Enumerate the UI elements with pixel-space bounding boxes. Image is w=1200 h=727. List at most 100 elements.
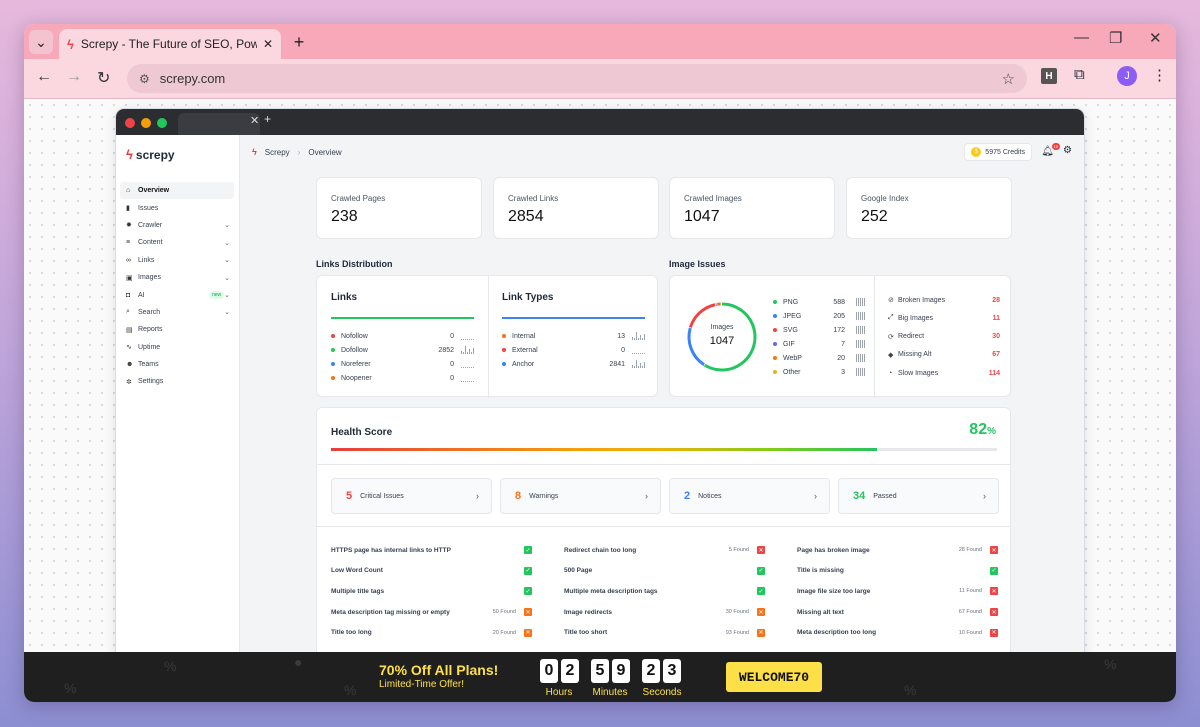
forward-icon[interactable]: → xyxy=(66,68,82,85)
legend-dot xyxy=(773,370,777,374)
teams-icon: ☻ xyxy=(126,361,134,369)
bell-icon[interactable]: 🔔︎ xyxy=(1041,146,1054,157)
check-row[interactable]: Title too long 20 Found ✕ xyxy=(331,628,532,638)
sidebar-item-label: Issues xyxy=(138,204,159,212)
site-info-icon[interactable]: ⚙ xyxy=(139,71,150,86)
chevron-down-icon[interactable]: ⌄ xyxy=(224,309,230,317)
credits-badge[interactable]: $5975 Credits xyxy=(964,143,1032,161)
back-icon[interactable]: ← xyxy=(36,68,52,85)
chevron-down-icon[interactable]: ⌄ xyxy=(224,292,230,300)
check-found: 5 Found xyxy=(728,547,749,553)
reload-icon[interactable]: ↻ xyxy=(97,70,111,87)
sidebar-item-teams[interactable]: ☻ Teams xyxy=(120,356,234,373)
chevron-right-icon: › xyxy=(476,491,479,501)
breadcrumb-root[interactable]: Screpy xyxy=(264,147,290,157)
chevron-down-icon[interactable]: ⌄ xyxy=(224,274,230,282)
menu-kebab-icon[interactable]: ⋮ xyxy=(1152,67,1167,84)
chevron-right-icon: › xyxy=(983,491,986,501)
promo-code-button[interactable]: WELCOME70 xyxy=(726,662,822,692)
sidebar-item-search[interactable]: ⌕ Search ⌄ xyxy=(120,304,234,321)
minimize-dot xyxy=(141,118,151,128)
profile-avatar[interactable]: J xyxy=(1117,66,1137,86)
breadcrumb: ϟ Screpy › Overview xyxy=(252,147,342,157)
browser-tab[interactable]: ϟ Screpy - The Future of SEO, Pow ✕ xyxy=(59,29,281,59)
check-row[interactable]: Title too short 93 Found ✕ xyxy=(564,628,765,638)
tab-search-button[interactable]: ⌄ xyxy=(29,30,53,54)
sidebar-item-images[interactable]: ▣ Images ⌄ xyxy=(120,269,234,286)
check-row[interactable]: Multiple meta description tags ✓ xyxy=(564,586,765,596)
close-tab-icon[interactable]: ✕ xyxy=(262,37,273,51)
chevron-right-icon: › xyxy=(814,491,817,501)
screpy-favicon-icon: ϟ xyxy=(67,36,74,52)
sidebar-item-label: Content xyxy=(138,239,163,247)
new-tab-button[interactable]: + xyxy=(293,31,305,52)
close-window-icon[interactable]: ✕ xyxy=(1149,30,1162,47)
donut-value: 1047 xyxy=(709,335,735,347)
address-bar[interactable]: ⚙ screpy.com ☆ xyxy=(127,64,1027,93)
check-found: 93 Found xyxy=(725,629,749,636)
app-logo[interactable]: ϟ screpy xyxy=(126,147,175,162)
percent-decor-icon: % xyxy=(164,658,177,674)
summary-critical-issues[interactable]: 5 Critical Issues › xyxy=(331,478,492,514)
search-icon: ⌕ xyxy=(126,308,130,316)
sidebar-item-settings[interactable]: ✲ Settings xyxy=(120,373,234,390)
row-value: 0 xyxy=(621,346,625,354)
check-row[interactable]: Meta description too long 10 Found ✕ xyxy=(797,628,998,638)
sidebar-item-reports[interactable]: ▤ Reports xyxy=(120,321,234,338)
image-issue-row[interactable]: ◔ Slow Images 114 xyxy=(888,369,1000,377)
check-row[interactable]: Multiple title tags ✓ xyxy=(331,586,532,596)
seconds-digit: 3 xyxy=(663,659,681,683)
sidebar-item-ai[interactable]: ◘ AI new ⌄ xyxy=(120,286,234,303)
summary-warnings[interactable]: 8 Warnings › xyxy=(500,478,661,514)
extensions-puzzle-icon[interactable]: ⧉ xyxy=(1074,66,1085,83)
restore-icon[interactable]: ❐ xyxy=(1109,30,1123,47)
bookmark-star-icon[interactable]: ☆ xyxy=(1001,70,1015,88)
link-types-bar xyxy=(502,317,645,319)
check-row[interactable]: Page has broken image 28 Found ✕ xyxy=(797,545,998,555)
links-bar xyxy=(331,317,474,319)
check-row[interactable]: 500 Page ✓ xyxy=(564,566,765,576)
image-issue-row[interactable]: ⟳ Redirect 30 xyxy=(888,333,1000,341)
check-label: Redirect chain too long xyxy=(564,546,637,554)
legend-dot xyxy=(331,348,335,352)
check-row[interactable]: Missing alt text 67 Found ✕ xyxy=(797,607,998,617)
sidebar-item-links[interactable]: ∞ Links ⌄ xyxy=(120,252,234,269)
link-icon: ∞ xyxy=(126,256,131,264)
sidebar-item-uptime[interactable]: ∿ Uptime xyxy=(120,339,234,356)
check-row[interactable]: Meta description tag missing or empty 50 … xyxy=(331,607,532,617)
image-issue-row[interactable]: ◆ Missing Alt 67 xyxy=(888,351,1000,359)
chevron-down-icon[interactable]: ⌄ xyxy=(224,239,230,247)
image-format-row: GIF 7 xyxy=(773,340,865,348)
issue-label: Big Images xyxy=(898,314,934,322)
bar-chart-icon: ▮ xyxy=(126,205,130,213)
check-row[interactable]: HTTPS page has internal links to HTTP ✓ xyxy=(331,545,532,555)
check-row[interactable]: Redirect chain too long 5 Found ✕ xyxy=(564,545,765,555)
chevron-down-icon[interactable]: ⌄ xyxy=(224,257,230,265)
sidebar-item-crawler[interactable]: ✹ Crawler ⌄ xyxy=(120,217,234,234)
summary-notices[interactable]: 2 Notices › xyxy=(669,478,830,514)
check-row[interactable]: Title is missing ✓ xyxy=(797,566,998,576)
tag-icon: ◆ xyxy=(888,351,894,359)
health-score-card: Health Score 82% 5 Critical Issues › 8 Warning… xyxy=(316,407,1011,657)
summary-passed[interactable]: 34 Passed › xyxy=(838,478,999,514)
notification-count: 10 xyxy=(1051,143,1060,150)
app-titlebar: ✕ + xyxy=(116,109,1084,135)
status-fail-icon: ✕ xyxy=(990,587,998,596)
sparkline xyxy=(632,332,645,340)
broken-image-icon: ⊘ xyxy=(888,297,894,304)
sidebar-item-issues[interactable]: ▮ Issues xyxy=(120,199,234,216)
check-row[interactable]: Low Word Count ✓ xyxy=(331,566,532,576)
chevron-down-icon[interactable]: ⌄ xyxy=(224,222,230,230)
health-score-unit: % xyxy=(987,426,996,437)
gear-icon[interactable]: ⚙ xyxy=(1063,145,1072,156)
check-row[interactable]: Image redirects 30 Found ✕ xyxy=(564,607,765,617)
check-label: Title too long xyxy=(331,629,372,637)
check-label: 500 Page xyxy=(564,567,593,575)
image-issue-row[interactable]: ⤢ Big Images 11 xyxy=(888,314,1000,322)
extension-h-icon[interactable]: H xyxy=(1041,68,1057,84)
image-issue-row[interactable]: ⊘ Broken Images 28 xyxy=(888,296,1000,305)
sidebar-item-overview[interactable]: ⌂ Overview xyxy=(120,182,234,200)
minimize-icon[interactable]: — xyxy=(1074,29,1089,46)
check-row[interactable]: Image file size too large 11 Found ✕ xyxy=(797,586,998,596)
sidebar-item-content[interactable]: ≡ Content ⌄ xyxy=(120,234,234,251)
